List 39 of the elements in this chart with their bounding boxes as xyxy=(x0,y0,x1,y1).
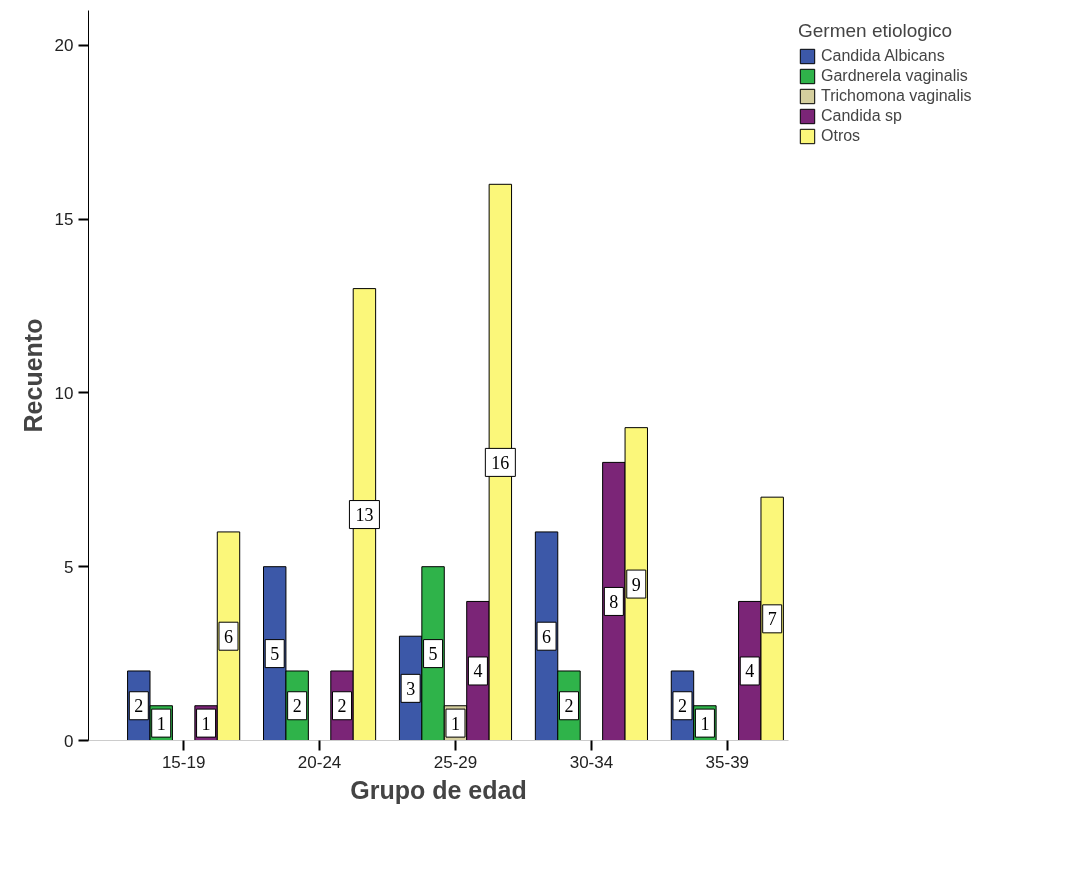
data-label: 4 xyxy=(745,661,755,682)
legend-label: Candida sp xyxy=(821,107,902,125)
y-tick-label: 15 xyxy=(54,210,74,230)
data-label: 2 xyxy=(292,696,302,717)
legend-label: Gardnerela vaginalis xyxy=(821,67,968,85)
data-label: 13 xyxy=(355,505,374,526)
y-tick-label: 20 xyxy=(54,36,74,56)
x-tick-label: 15-19 xyxy=(161,752,206,772)
data-label: 2 xyxy=(677,696,687,717)
legend-title: Germen etiologico xyxy=(798,20,954,42)
legend-label: Candida Albicans xyxy=(821,47,945,65)
x-tick-label: 20-24 xyxy=(297,752,342,772)
data-label: 3 xyxy=(406,678,416,699)
data-label: 1 xyxy=(156,713,166,734)
data-label: 2 xyxy=(564,696,574,717)
data-label: 6 xyxy=(224,626,233,647)
y-tick-label: 10 xyxy=(54,383,74,403)
x-tick-label: 35-39 xyxy=(705,752,750,772)
data-label: 9 xyxy=(631,574,641,595)
data-label: 6 xyxy=(542,626,552,647)
x-axis-title: Grupo de edad xyxy=(350,775,527,804)
data-label: 4 xyxy=(473,661,483,682)
data-label: 1 xyxy=(201,713,211,734)
legend-label: Otros xyxy=(821,127,861,145)
y-tick-label: 5 xyxy=(64,557,74,577)
data-label: 8 xyxy=(609,591,619,612)
data-label: 2 xyxy=(337,696,347,717)
x-tick-label: 25-29 xyxy=(433,752,478,772)
legend-label: Trichomona vaginalis xyxy=(821,87,972,105)
data-label: 7 xyxy=(767,609,777,630)
data-label: 1 xyxy=(450,713,460,734)
data-label: 5 xyxy=(270,644,280,665)
data-label: 5 xyxy=(428,644,438,665)
data-label: 16 xyxy=(491,452,510,473)
x-tick-label: 30-34 xyxy=(569,752,614,772)
y-tick-label: 0 xyxy=(64,731,74,751)
data-label: 1 xyxy=(700,713,710,734)
y-axis-title: Recuento xyxy=(18,318,47,433)
data-label: 2 xyxy=(134,696,144,717)
